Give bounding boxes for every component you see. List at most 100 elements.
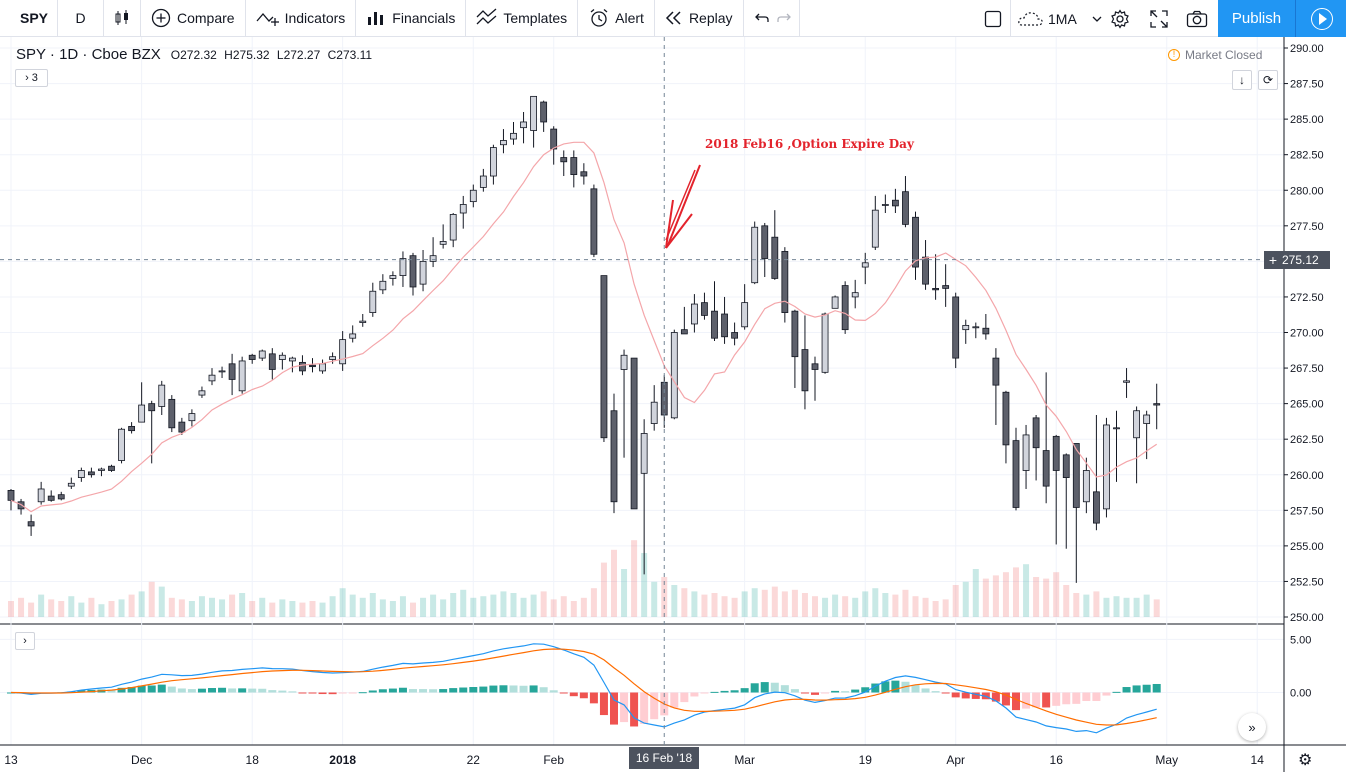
- volume-bar: [982, 578, 989, 617]
- scroll-to-realtime-button[interactable]: »: [1238, 713, 1266, 741]
- volume-bar: [1063, 585, 1070, 617]
- fullscreen-rect-button[interactable]: [984, 0, 1002, 37]
- volume-bar: [530, 594, 537, 617]
- price-tick-label: 280.00: [1290, 185, 1324, 197]
- candle-body: [1072, 443, 1080, 508]
- macd-histogram-bar: [529, 685, 538, 693]
- volume-bar: [168, 597, 175, 617]
- volume-bar: [500, 591, 507, 617]
- macd-histogram-bar: [388, 688, 397, 693]
- candle-body: [721, 313, 728, 338]
- candle-body: [871, 209, 879, 248]
- volume-bar: [229, 594, 236, 617]
- macd-histogram-bar: [881, 681, 890, 693]
- volume-bar: [741, 591, 748, 617]
- financials-button[interactable]: Financials: [356, 0, 467, 37]
- candle-body: [962, 324, 970, 331]
- volume-bar: [1143, 594, 1150, 617]
- financials-label: Financials: [392, 10, 456, 26]
- candle-body: [168, 398, 176, 429]
- volume-bar: [138, 591, 145, 617]
- macd-histogram-bar: [1102, 692, 1111, 696]
- layout-button[interactable]: 1MA: [1018, 0, 1103, 37]
- compare-button[interactable]: Compare: [141, 0, 246, 37]
- candle-body: [319, 363, 326, 372]
- publish-button[interactable]: Publish: [1218, 0, 1295, 37]
- candle-body: [831, 296, 839, 309]
- candle-body: [288, 357, 296, 362]
- volume-bar: [48, 599, 55, 617]
- play-button[interactable]: [1295, 0, 1346, 37]
- macd-legend-expand-button[interactable]: ›: [15, 632, 35, 650]
- reset-scale-button[interactable]: ⟳: [1258, 70, 1278, 90]
- macd-histogram-bar: [1032, 692, 1041, 708]
- symbol-search-button[interactable]: SPY: [0, 0, 58, 37]
- candle-body: [942, 285, 950, 289]
- crosshair-price-label: +275.12: [1264, 251, 1330, 269]
- chart-canvas[interactable]: 290.00 287.50 285.00 282.50 280.00 277.50 275.…: [0, 37, 1346, 772]
- alarm-clock-icon: [590, 9, 608, 27]
- undo-button[interactable]: [744, 0, 770, 37]
- macd-histogram-bar: [811, 692, 819, 695]
- fullscreen-button[interactable]: [1150, 0, 1168, 37]
- macd-histogram-bar: [579, 692, 588, 699]
- candle-body: [228, 363, 236, 380]
- legend-title: SPY · 1D · Cboe BZX: [16, 46, 161, 63]
- candle-body: [640, 433, 648, 474]
- macd-histogram-bar: [1062, 692, 1071, 705]
- candle-body: [489, 147, 497, 177]
- indicators-button[interactable]: Indicators: [246, 0, 357, 37]
- volume-bar: [158, 586, 165, 617]
- candle-body: [811, 363, 819, 370]
- settings-button[interactable]: [1110, 0, 1130, 37]
- scroll-down-button[interactable]: ↓: [1232, 70, 1252, 90]
- legend-collapse-button[interactable]: › 3: [15, 69, 48, 87]
- volume-bar: [540, 591, 547, 617]
- price-tick-label: 277.50: [1290, 221, 1324, 233]
- candle-body: [902, 191, 909, 225]
- info-icon: !: [1168, 49, 1180, 61]
- interval-button[interactable]: D: [58, 0, 104, 37]
- chart-annotation[interactable]: 2018 Feb16 ,Option Expire Day: [705, 137, 914, 151]
- macd-histogram-bar: [258, 688, 267, 693]
- candle-body: [731, 332, 738, 339]
- candle-body: [449, 214, 457, 241]
- candle-body: [17, 501, 25, 510]
- moving-average-series: [10, 141, 1158, 513]
- volume-bar: [510, 593, 517, 617]
- replay-button[interactable]: Replay: [655, 0, 744, 37]
- candle-body: [1042, 450, 1050, 487]
- templates-button[interactable]: Templates: [466, 0, 579, 37]
- symbol-label: SPY: [20, 10, 49, 26]
- arrow-down-icon: ↓: [1239, 73, 1245, 87]
- macd-histogram-bar: [680, 692, 689, 703]
- volume-bar: [329, 596, 336, 617]
- candle-body: [339, 339, 347, 365]
- candle-body: [982, 327, 990, 335]
- volume-bar: [410, 602, 416, 617]
- open-value: 272.32: [180, 48, 217, 62]
- price-tick-label: 267.50: [1290, 363, 1324, 375]
- macd-histogram-bar: [1112, 691, 1121, 693]
- snapshot-button[interactable]: [1186, 0, 1208, 37]
- volume-bar: [209, 597, 215, 617]
- candle-body: [711, 310, 718, 339]
- time-tick-label: 13: [4, 753, 18, 767]
- macd-histogram-bar: [1132, 685, 1141, 693]
- volume-bar: [399, 596, 406, 617]
- macd-histogram-bar: [559, 692, 568, 694]
- redo-button[interactable]: [770, 0, 800, 37]
- publish-label: Publish: [1231, 10, 1282, 27]
- volume-bar: [721, 596, 728, 617]
- candle-body: [278, 354, 286, 360]
- candle-body: [218, 370, 226, 373]
- macd-histogram-bar: [821, 692, 830, 694]
- chart-style-button[interactable]: [104, 0, 141, 37]
- candle-body: [1012, 440, 1020, 508]
- candle-body: [851, 292, 859, 298]
- volume-bar: [882, 593, 889, 617]
- indicators-icon: [256, 13, 279, 26]
- alert-button[interactable]: Alert: [578, 0, 655, 37]
- axis-settings-button[interactable]: ⚙: [1298, 750, 1312, 770]
- candle-body: [57, 494, 65, 500]
